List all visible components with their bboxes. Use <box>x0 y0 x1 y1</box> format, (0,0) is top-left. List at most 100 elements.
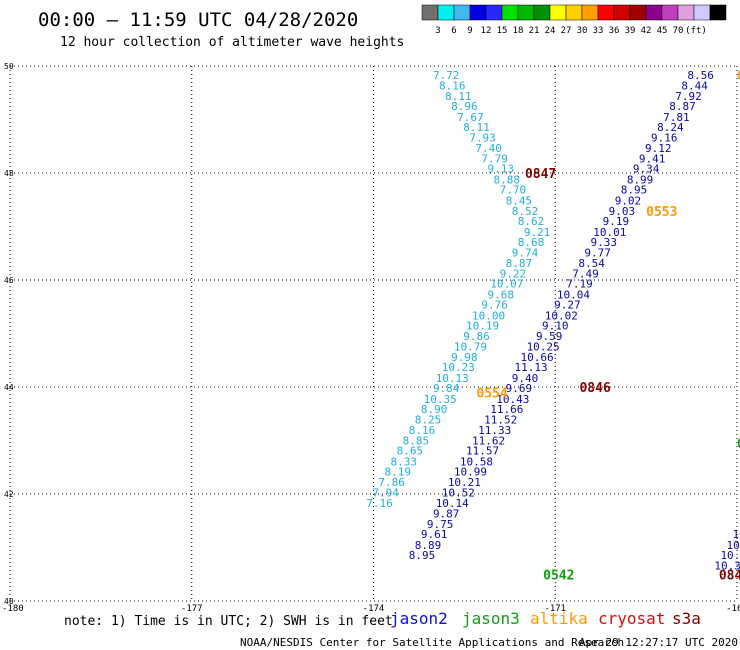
colorbar-swatch <box>597 4 615 21</box>
colorbar-swatch <box>565 4 583 21</box>
wave-height-label: 10.66 <box>521 351 554 364</box>
colorbar-tick: 36 <box>609 26 620 36</box>
colorbar-swatch <box>661 4 679 21</box>
colorbar-tick: 42 <box>641 26 652 36</box>
colorbar-swatch <box>517 4 535 21</box>
wave-height-label: 9.61 <box>421 528 448 541</box>
colorbar-tick: 27 <box>561 26 572 36</box>
wave-height-label: 10.43 <box>496 393 529 406</box>
wave-height-label: 8.62 <box>518 215 545 228</box>
colorbar-tick: 45 <box>657 26 668 36</box>
wave-height-label: 9.98 <box>451 351 478 364</box>
wave-height-label: 7.67 <box>457 111 484 124</box>
wave-height-label: 10.05 <box>726 539 740 552</box>
wave-height-label: 9.16 <box>651 132 678 145</box>
colorbar-swatch <box>437 4 455 21</box>
pass-time-label: 0846 <box>579 381 610 396</box>
pass-time-label: 0553 <box>646 205 677 220</box>
wave-height-label: 8.90 <box>421 403 448 416</box>
wave-height-label: 10.42 <box>733 528 740 541</box>
wave-height-label: 7.72 <box>433 69 460 82</box>
wave-height-label: 10.33 <box>714 560 740 573</box>
wave-height-label: 10.79 <box>454 340 487 353</box>
y-tick-label: 42 <box>4 490 14 499</box>
wave-height-label: 8.11 <box>445 90 472 103</box>
wave-height-label: 9.75 <box>427 518 454 531</box>
x-tick-label: -174 <box>363 604 385 614</box>
wave-height-label: 9.76 <box>481 299 508 312</box>
y-tick-label: 46 <box>4 276 14 285</box>
y-tick-label: 44 <box>4 383 14 392</box>
wave-height-label: 9.87 <box>433 507 460 520</box>
wave-height-label: 7.19 <box>566 278 593 291</box>
wave-height-label: 7.94 <box>372 486 399 499</box>
footer-timestamp: Apr 29 12:27:17 UTC 2020 <box>579 636 738 649</box>
wave-height-label: 8.95 <box>409 549 436 562</box>
x-tick-label: -180 <box>2 604 24 614</box>
wave-height-label: 10.14 <box>436 497 469 510</box>
wave-height-label: 11.13 <box>514 361 547 374</box>
wave-height-label: 11.57 <box>466 445 499 458</box>
wave-height-label: 10.99 <box>454 466 487 479</box>
wave-height-label: 8.85 <box>403 435 430 448</box>
wave-height-label: 9.34 <box>633 163 660 176</box>
colorbar-swatch <box>421 4 439 21</box>
y-tick-label: 50 <box>4 62 14 71</box>
wave-height-label: 9.86 <box>463 330 490 343</box>
legend-entry: jason2 <box>390 609 448 628</box>
wave-height-label: 11.33 <box>478 424 511 437</box>
colorbar-tick: 24 <box>545 26 556 36</box>
wave-height-label: 10.35 <box>424 393 457 406</box>
wave-height-label: 10.04 <box>557 288 590 301</box>
wave-height-label: 8.87 <box>506 257 533 270</box>
colorbar-tick: 39 <box>625 26 636 36</box>
legend-entry: jason3 <box>462 609 520 628</box>
y-tick-label: 40 <box>4 597 14 606</box>
chart-subtitle: 12 hour collection of altimeter wave hei… <box>60 35 404 50</box>
wave-height-label: 7.40 <box>475 142 502 155</box>
wave-height-label: 10.10 <box>720 549 740 562</box>
colorbar-tick: 6 <box>451 26 456 36</box>
wave-height-label: 10.23 <box>442 361 475 374</box>
wave-height-label: 8.56 <box>687 69 714 82</box>
wave-height-label: 10.13 <box>436 372 469 385</box>
wave-height-label: 7.49 <box>572 268 599 281</box>
wave-height-label: 8.19 <box>384 466 411 479</box>
colorbar-swatch <box>469 4 487 21</box>
x-tick-label: -171 <box>544 604 566 614</box>
colorbar-tick: 18 <box>513 26 524 36</box>
colorbar-swatch <box>501 4 519 21</box>
wave-height-label: 10.19 <box>466 319 499 332</box>
wave-height-label: 9.59 <box>536 330 563 343</box>
wave-height-label: 7.70 <box>500 184 527 197</box>
wave-height-label: 9.12 <box>645 142 672 155</box>
wave-height-label: 8.88 <box>494 173 521 186</box>
wave-height-label: 8.11 <box>463 121 490 134</box>
colorbar-tick: 21 <box>529 26 540 36</box>
colorbar-tick: 9 <box>467 26 472 36</box>
wave-height-label: 10.52 <box>442 486 475 499</box>
wave-height-label: 8.52 <box>512 205 539 218</box>
wave-height-label: 9.21 <box>524 226 551 239</box>
wave-height-label: 9.69 <box>506 382 533 395</box>
colorbar-swatch <box>629 4 647 21</box>
colorbar-swatch <box>533 4 551 21</box>
wave-height-label: 8.89 <box>415 539 442 552</box>
colorbar: 3 6 9 12 15 18 21 24 27 30 33 36 39 42 45 70 (ft) <box>421 4 727 36</box>
wave-height-label: 9.27 <box>554 299 581 312</box>
wave-height-label: 8.96 <box>451 100 478 113</box>
wave-height-label: 8.68 <box>518 236 545 249</box>
colorbar-swatch <box>485 4 503 21</box>
wave-height-label: 7.92 <box>675 90 702 103</box>
wave-height-label: 9.19 <box>603 215 630 228</box>
legend-entry: cryosat <box>598 609 665 628</box>
colorbar-swatch <box>677 4 695 21</box>
wave-height-label: 7.79 <box>481 153 508 166</box>
wave-height-label: 9.22 <box>500 268 527 281</box>
footer-credit: NOAA/NESDIS Center for Satellite Applica… <box>240 636 624 649</box>
wave-height-label: 9.13 <box>487 163 514 176</box>
colorbar-swatch <box>693 4 711 21</box>
colorbar-tick: 15 <box>497 26 508 36</box>
wave-height-label: 10.00 <box>472 309 505 322</box>
